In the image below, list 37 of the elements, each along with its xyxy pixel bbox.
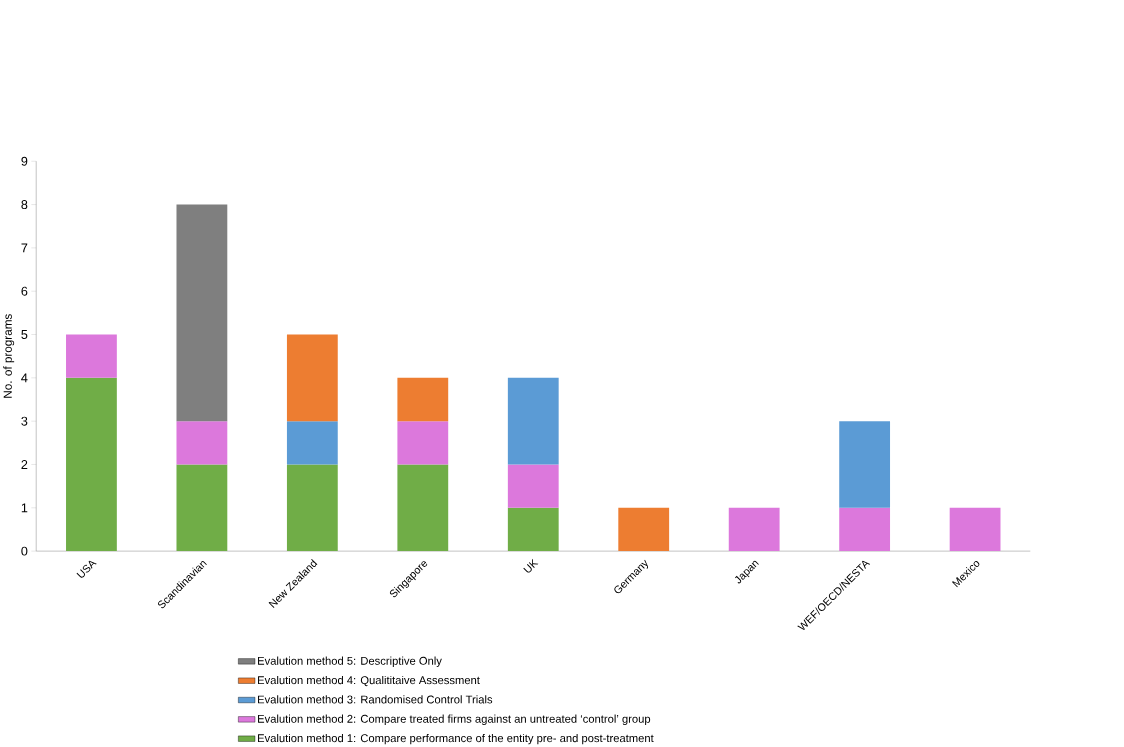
- y-tick-label: 4: [21, 373, 28, 383]
- y-tick-label: 7: [21, 243, 28, 253]
- x-tick-label: UK: [523, 558, 539, 573]
- bar: [286, 334, 338, 421]
- bar: [507, 377, 559, 465]
- bar: [728, 507, 780, 551]
- bar: [176, 204, 228, 421]
- bar: [839, 420, 891, 508]
- bar: [949, 507, 1001, 551]
- bar: [618, 507, 670, 551]
- legend-label: Evalution method 2: Compare treated firms against an untreated ‘control’ group: [258, 714, 651, 725]
- y-axis-title: No. of programs: [3, 313, 15, 398]
- bar: [176, 420, 228, 465]
- y-tick-label: 6: [21, 286, 28, 296]
- bar: [397, 420, 449, 465]
- bar: [66, 377, 117, 551]
- bar: [176, 464, 228, 551]
- bar: [397, 377, 449, 421]
- x-tick-label: USA: [76, 560, 97, 578]
- bar: [507, 464, 559, 508]
- legend-label: Evalution method 5: Descriptive Only: [258, 656, 442, 667]
- y-tick-label: 8: [21, 199, 28, 209]
- bar: [507, 507, 559, 551]
- legend-label: Evalution method 4: Qualititaive Assessment: [258, 675, 480, 686]
- y-tick-label: 9: [21, 156, 28, 166]
- bar: [286, 420, 338, 465]
- bar: [66, 334, 117, 378]
- y-tick-label: 1: [21, 503, 28, 512]
- legend-label: Evalution method 1: Compare performance of the entity pre- and post-treatment: [258, 733, 654, 745]
- bar: [839, 507, 891, 551]
- y-tick-label: 3: [21, 416, 28, 426]
- legend-label: Evalution method 3: Randomised Control Trials: [258, 695, 493, 704]
- y-tick-label: 2: [21, 459, 28, 469]
- y-tick-label: 5: [21, 329, 28, 339]
- bar: [397, 464, 449, 551]
- bar: [286, 464, 338, 551]
- y-tick-label: 0: [21, 546, 28, 556]
